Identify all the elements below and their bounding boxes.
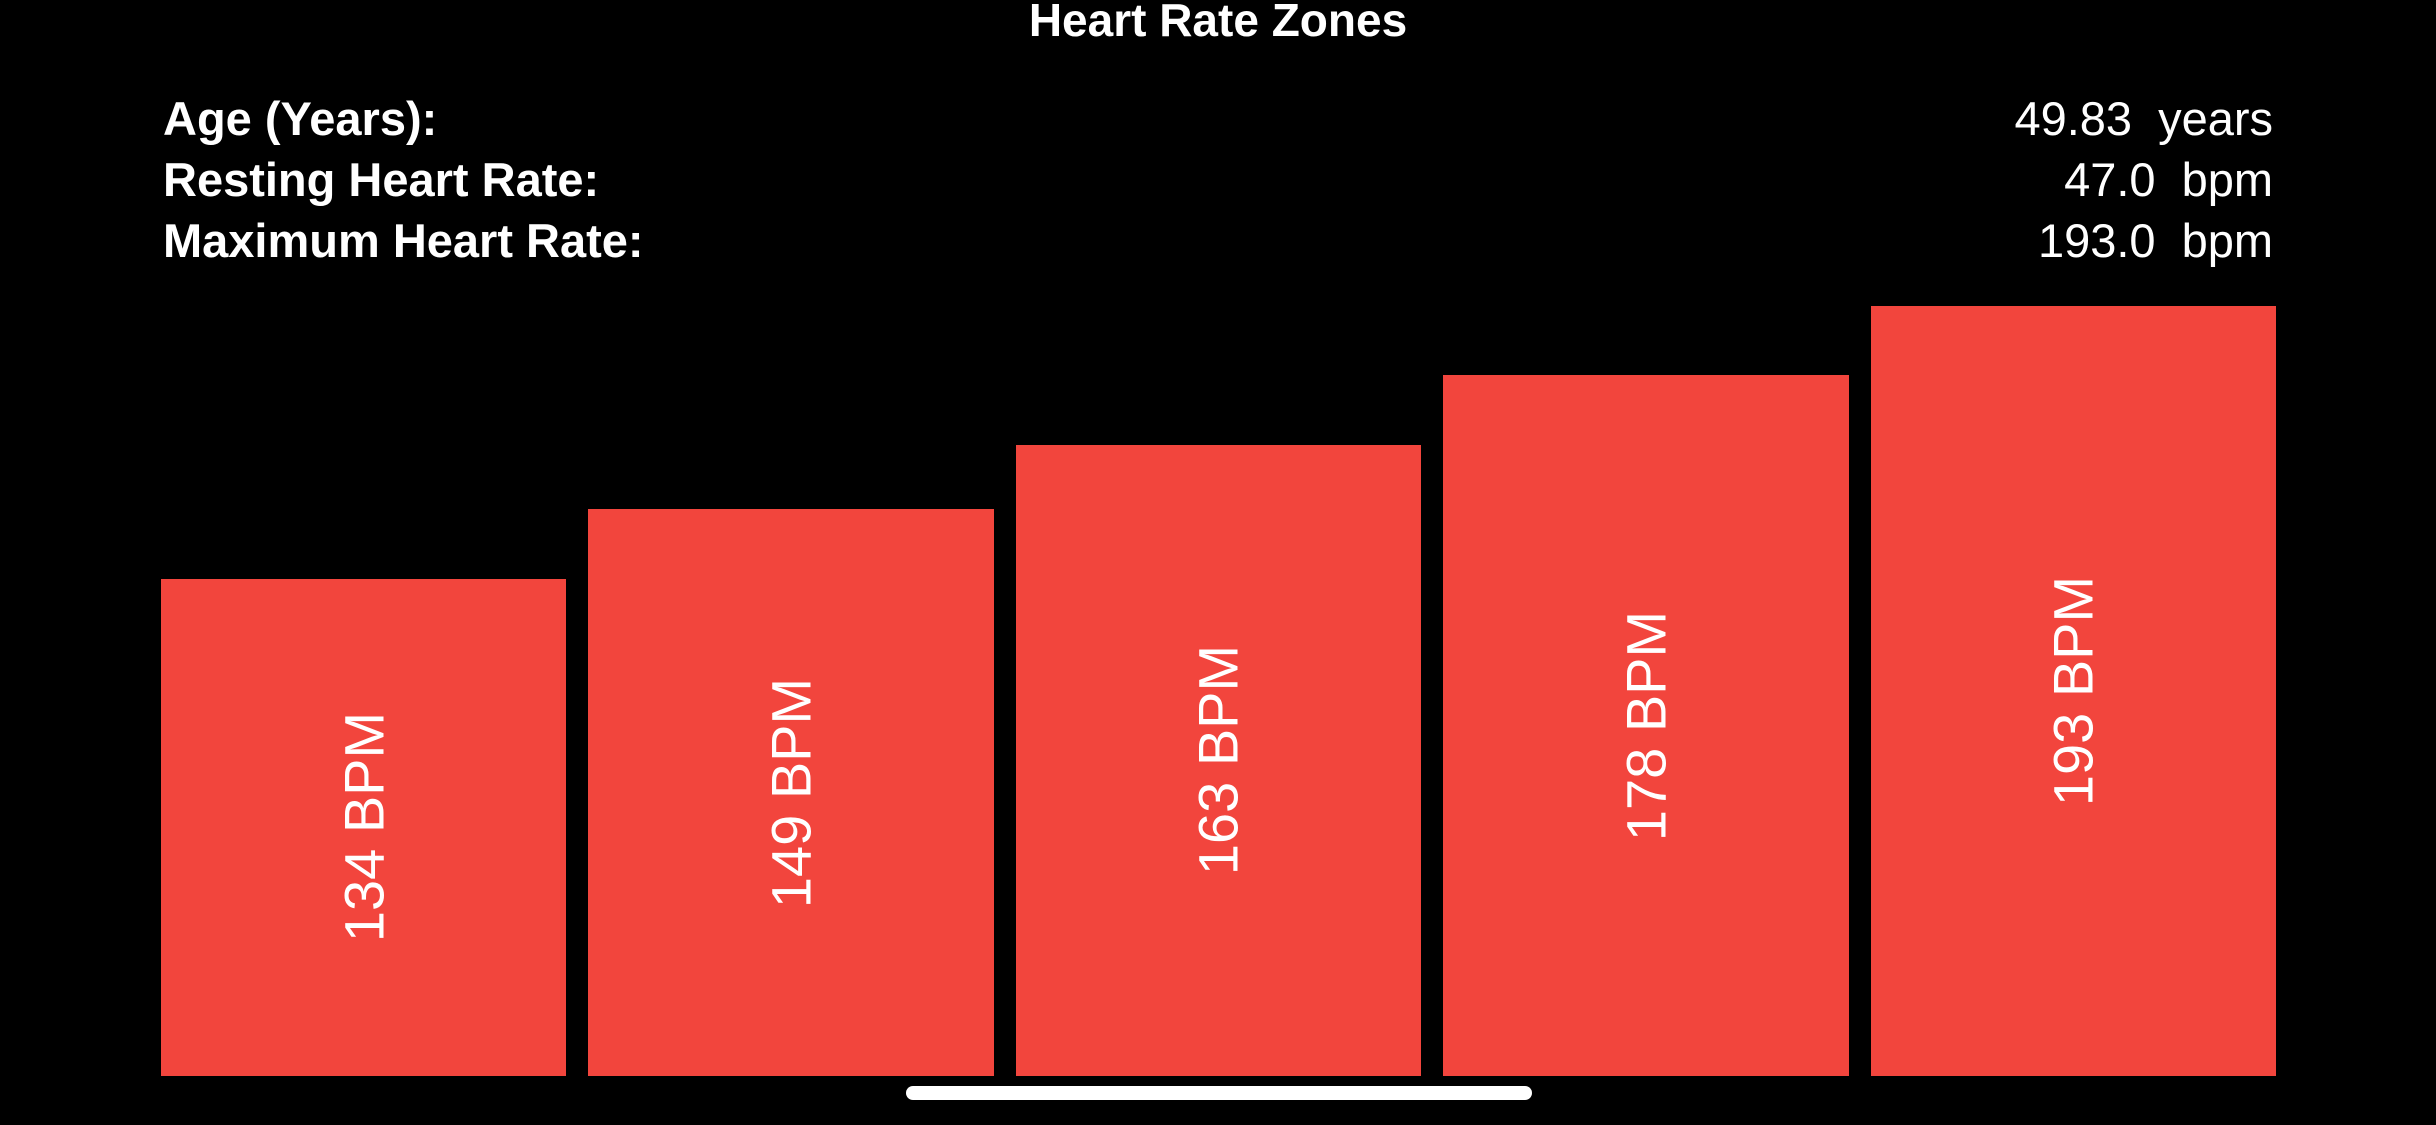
maximum-heart-rate-value: 193.0	[2037, 214, 2156, 267]
zone-bar-1: 134 BPM	[161, 578, 567, 1076]
zone-bar-2: 149 BPM	[588, 509, 994, 1076]
stat-row-resting-heart-rate: Resting Heart Rate: 47.0 bpm	[163, 149, 2273, 210]
zone-bar-label-3: 163 BPM	[1186, 645, 1250, 876]
age-value: 49.83	[2014, 92, 2133, 145]
home-indicator[interactable]	[906, 1086, 1532, 1100]
zone-bar-5: 193 BPM	[1870, 306, 2276, 1076]
zone-bar-label-1: 134 BPM	[332, 712, 396, 943]
age-unit: years	[2158, 92, 2273, 145]
stat-label-resting-heart-rate: Resting Heart Rate:	[163, 153, 600, 206]
zone-bar-label-2: 149 BPM	[759, 677, 823, 908]
zone-bar-4: 178 BPM	[1443, 375, 1849, 1076]
zone-bar-3: 163 BPM	[1015, 444, 1422, 1076]
stat-row-age: Age (Years): 49.83 years	[163, 88, 2273, 149]
heart-rate-stats: Age (Years): 49.83 years Resting Heart Ra…	[163, 88, 2273, 271]
stat-label-age: Age (Years):	[163, 92, 438, 145]
stat-value-age: 49.83 years	[2014, 88, 2273, 149]
maximum-heart-rate-unit: bpm	[2181, 214, 2273, 267]
stat-label-maximum-heart-rate: Maximum Heart Rate:	[163, 214, 644, 267]
resting-heart-rate-value: 47.0	[2064, 153, 2156, 206]
page-title: Heart Rate Zones	[1028, 0, 1408, 46]
zone-bar-label-4: 178 BPM	[1614, 610, 1678, 841]
stat-row-maximum-heart-rate: Maximum Heart Rate: 193.0 bpm	[163, 210, 2273, 271]
stat-value-resting-heart-rate: 47.0 bpm	[2064, 149, 2273, 210]
zone-bar-label-5: 193 BPM	[2041, 575, 2105, 807]
stat-value-maximum-heart-rate: 193.0 bpm	[2038, 210, 2273, 271]
resting-heart-rate-unit: bpm	[2181, 153, 2273, 206]
